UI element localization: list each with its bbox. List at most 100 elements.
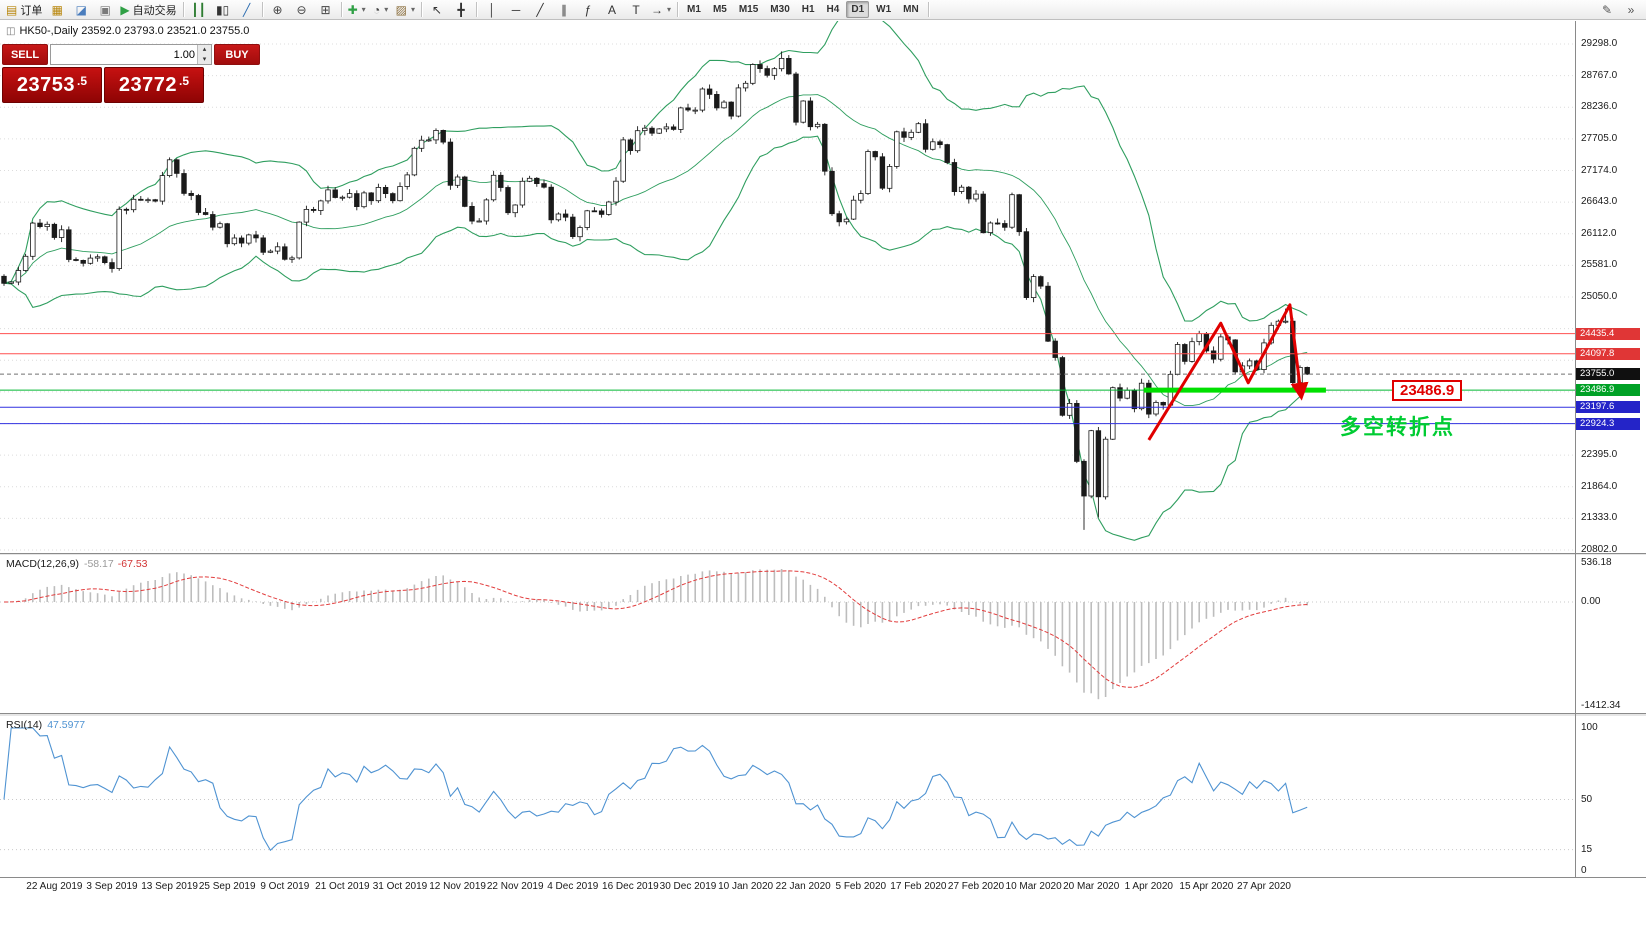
market-watch-icon[interactable]: ▣ — [99, 2, 112, 17]
chart-edit-icon[interactable]: ✎ — [1601, 2, 1613, 17]
volume-up-button[interactable]: ▴ — [198, 45, 211, 55]
date-label: 20 Mar 2020 — [1063, 881, 1120, 892]
date-label: 21 Oct 2019 — [315, 881, 370, 892]
date-label: 15 Apr 2020 — [1179, 881, 1234, 892]
price-axis-tick: 25581.0 — [1581, 259, 1618, 271]
overflow-button[interactable]: » — [1627, 2, 1635, 17]
cursor-icon[interactable]: ↖ — [431, 2, 443, 17]
price-line-label: 23486.9 — [1576, 384, 1640, 397]
date-label: 9 Oct 2019 — [260, 881, 310, 892]
price-line-label: 22924.3 — [1576, 417, 1640, 430]
macd-axis-tick: 0.00 — [1581, 596, 1601, 607]
buy-button[interactable]: BUY — [214, 44, 260, 65]
price-callout-label[interactable]: 23486.9 — [1392, 380, 1463, 401]
macd-main-value: -58.17 — [83, 558, 114, 570]
date-label: 25 Sep 2019 — [198, 881, 256, 892]
rsi-indicator-name: RSI(14) — [6, 719, 43, 731]
panel-splitter[interactable] — [0, 713, 1646, 716]
timeframe-button-m1[interactable]: M1 — [687, 4, 701, 15]
date-label: 3 Sep 2019 — [86, 881, 138, 892]
timeframe-button-m15[interactable]: M15 — [738, 4, 759, 15]
candlestick-chart-icon[interactable]: ▮▯ — [215, 2, 230, 17]
macd-axis-tick: -1412.34 — [1581, 699, 1621, 711]
price-line-label: 24435.4 — [1576, 327, 1640, 340]
annotation-text[interactable]: 多空转折点 — [1340, 416, 1455, 439]
rsi-axis-tick: 0 — [1581, 865, 1587, 876]
sell-price-display[interactable]: 23753 .5 — [2, 67, 102, 103]
toolbar-divider — [677, 2, 679, 17]
channel-icon[interactable]: ∥ — [561, 2, 568, 17]
buy-price-main: 23772 — [118, 73, 178, 96]
rsi-value: 47.5977 — [47, 719, 86, 731]
chart-profiles-icon[interactable]: ◪ — [75, 2, 88, 17]
rsi-axis-tick: 100 — [1581, 722, 1598, 733]
price-axis-tick: 20802.0 — [1581, 544, 1618, 555]
price-axis-tick: 26112.0 — [1581, 227, 1617, 239]
one-click-trading-panel: SELL ▴ ▾ BUY 23753 .5 23772 .5 — [2, 44, 260, 103]
toolbar: ▤ 订单 ▦ ◪ ▣ ▶ 自动交易 ┃┃ ▮▯ ╱ ⊕ ⊖ ⊞ ✚ ▾ ◔ ▾ ▨ ▾ ↖ ╋ │ ─ ╱ ∥ ƒ A T → ▾ M1 M5… — [0, 0, 1646, 20]
timeframe-button-h1[interactable]: H1 — [801, 4, 815, 15]
zoom-out-icon[interactable]: ⊖ — [296, 2, 307, 17]
date-label: 30 Dec 2019 — [659, 881, 717, 892]
price-axis-tick: 29298.0 — [1581, 38, 1618, 49]
macd-indicator-panel[interactable] — [0, 555, 1575, 713]
trendline-icon[interactable]: ╱ — [536, 2, 544, 17]
time-axis-divider — [0, 877, 1646, 878]
new-order-button[interactable]: ▤ 订单 — [6, 2, 43, 17]
toolbar-divider — [182, 2, 184, 17]
rsi-indicator-panel[interactable] — [0, 716, 1575, 877]
price-axis-tick: 28236.0 — [1581, 101, 1618, 113]
templates-button[interactable]: ▨ ▾ — [395, 2, 416, 17]
autotrading-button[interactable]: ▶ 自动交易 — [120, 2, 177, 17]
macd-label-row: MACD(12,26,9) -58.17 -67.53 — [6, 558, 148, 570]
indicators-button[interactable]: ✚ ▾ — [347, 2, 366, 17]
text-icon[interactable]: A — [608, 2, 617, 17]
volume-input[interactable] — [51, 45, 197, 64]
price-axis-tick: 22395.0 — [1581, 449, 1618, 461]
toolbar-divider — [261, 2, 263, 17]
price-axis-tick: 28767.0 — [1581, 69, 1618, 81]
date-label: 31 Oct 2019 — [372, 881, 428, 892]
tile-windows-icon[interactable]: ⊞ — [320, 2, 331, 17]
date-label: 10 Mar 2020 — [1005, 881, 1062, 892]
date-label: 1 Apr 2020 — [1124, 881, 1173, 892]
price-axis-tick: 21333.0 — [1581, 512, 1618, 524]
date-label: 16 Dec 2019 — [602, 881, 659, 892]
timeframe-button-mn[interactable]: MN — [903, 4, 919, 15]
arrow-tools-button[interactable]: → ▾ — [651, 2, 672, 17]
horizontal-line-icon[interactable]: ─ — [511, 2, 521, 17]
price-axis-tick: 27174.0 — [1581, 164, 1618, 176]
toolbar-divider — [927, 2, 929, 17]
macd-signal-value: -67.53 — [117, 558, 148, 570]
crosshair-icon[interactable]: ╋ — [457, 2, 465, 17]
timeframe-button-m5[interactable]: M5 — [712, 4, 727, 15]
macd-axis-tick: 536.18 — [1581, 556, 1612, 568]
date-label: 5 Feb 2020 — [835, 881, 887, 892]
new-chart-icon[interactable]: ▦ — [51, 2, 64, 17]
line-chart-icon[interactable]: ╱ — [242, 2, 251, 17]
rsi-label-row: RSI(14) 47.5977 — [6, 719, 85, 731]
zoom-in-icon[interactable]: ⊕ — [272, 2, 283, 17]
date-label: 27 Feb 2020 — [947, 881, 1005, 892]
panel-splitter[interactable] — [0, 553, 1646, 555]
timeframe-button-h4[interactable]: H4 — [826, 4, 840, 15]
sell-price-frac: .5 — [77, 74, 88, 88]
vertical-line-icon[interactable]: │ — [488, 2, 496, 17]
volume-field: ▴ ▾ — [50, 44, 212, 65]
main-price-chart[interactable] — [0, 21, 1575, 553]
bar-chart-icon[interactable]: ┃┃ — [191, 2, 206, 17]
price-axis-divider — [1575, 21, 1576, 877]
timeframe-button-w1[interactable]: W1 — [876, 4, 892, 15]
timeframe-button-d1[interactable]: D1 — [846, 1, 870, 18]
buy-price-display[interactable]: 23772 .5 — [104, 67, 204, 103]
timeframe-button-m30[interactable]: M30 — [770, 4, 790, 15]
date-label: 10 Jan 2020 — [718, 881, 774, 892]
sell-button[interactable]: SELL — [2, 44, 48, 65]
text-label-icon[interactable]: T — [632, 2, 640, 17]
fibonacci-icon[interactable]: ƒ — [584, 2, 592, 17]
periods-button[interactable]: ◔ ▾ — [373, 2, 389, 17]
toolbar-divider — [340, 2, 342, 17]
volume-down-button[interactable]: ▾ — [198, 54, 211, 64]
date-label: 22 Jan 2020 — [775, 881, 831, 892]
